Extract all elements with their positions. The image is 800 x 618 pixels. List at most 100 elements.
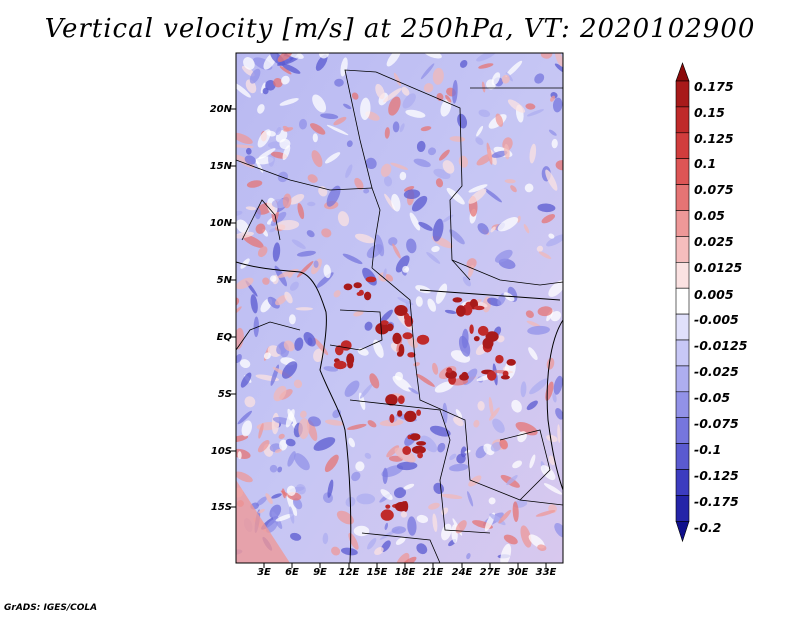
colorbar-label-1: 0.15	[694, 105, 725, 120]
field-patch	[356, 493, 376, 505]
field-patch	[491, 150, 508, 158]
field-patch	[296, 250, 316, 257]
field-patch	[282, 125, 290, 131]
lon-label-18e: 18E	[394, 567, 416, 578]
lon-label-24e: 24E	[451, 567, 473, 578]
field-patch	[282, 488, 286, 499]
field-patch	[407, 516, 417, 536]
field-patch	[458, 335, 471, 357]
field-patch	[432, 67, 444, 85]
field-patch	[277, 171, 289, 183]
field-patch	[488, 396, 494, 417]
field-patch	[390, 162, 409, 170]
field-patch	[324, 152, 341, 164]
field-cluster-3	[416, 334, 430, 345]
field-patch	[333, 290, 341, 298]
field-patch	[551, 138, 558, 149]
field-patch	[313, 348, 324, 363]
field-cluster-5	[473, 336, 480, 342]
field-patch	[541, 214, 556, 224]
field-patch	[550, 95, 556, 102]
field-patch	[236, 231, 254, 239]
field-patch	[289, 281, 299, 291]
field-patch	[236, 353, 242, 364]
field-patch	[505, 72, 513, 82]
field-patch	[319, 53, 329, 59]
field-patch	[379, 309, 393, 324]
field-patch	[265, 493, 273, 505]
field-patch	[524, 183, 534, 193]
field-patch	[285, 409, 295, 428]
field-patch	[244, 155, 256, 165]
field-patch	[270, 275, 277, 282]
field-cluster-1	[380, 320, 389, 325]
field-patch	[275, 220, 300, 231]
field-patch	[395, 552, 410, 563]
field-patch	[289, 194, 305, 205]
field-patch	[420, 435, 438, 453]
field-patch	[364, 321, 373, 331]
field-cluster-0	[353, 282, 362, 289]
field-patch	[427, 147, 437, 156]
field-patch	[548, 280, 563, 297]
field-patch	[394, 447, 416, 463]
field-patch	[355, 461, 365, 472]
colorbar-segment-2	[675, 106, 690, 134]
field-patch	[507, 99, 526, 113]
field-patch	[284, 291, 293, 304]
field-patch	[510, 185, 517, 193]
field-patch	[281, 63, 301, 74]
field-patch	[388, 96, 401, 116]
field-patch	[322, 532, 329, 545]
colorbar-label-5: 0.05	[694, 208, 725, 223]
field-cluster-7	[487, 371, 497, 381]
field-patch	[416, 514, 429, 524]
field-patch	[240, 258, 250, 269]
west-coastline	[236, 261, 352, 563]
lake-border-1	[419, 289, 561, 301]
field-patch	[258, 508, 265, 514]
field-patch	[283, 340, 295, 352]
field-patch	[257, 440, 270, 453]
field-corner-band	[236, 480, 290, 563]
colorbar-label-10: -0.0125	[694, 338, 748, 353]
field-cluster-8	[404, 410, 417, 422]
field-patch	[407, 336, 419, 349]
field-cluster-9	[409, 433, 421, 441]
field-patch	[449, 463, 469, 472]
field-patch	[435, 178, 444, 188]
lat-label-20n: 20N	[209, 104, 232, 115]
field-patch	[293, 453, 310, 471]
field-patch	[253, 316, 260, 338]
colorbar-label-4: 0.075	[694, 182, 734, 197]
field-patch	[384, 127, 390, 139]
field-patch	[441, 493, 463, 500]
field-patch	[277, 56, 299, 66]
field-patch	[554, 522, 563, 538]
colorbar-segment-13	[675, 391, 690, 418]
field-patch	[486, 142, 493, 165]
field-patch	[489, 407, 500, 421]
field-patch	[327, 479, 334, 498]
lat-label-15n: 15N	[209, 161, 232, 172]
field-cluster-9	[402, 446, 412, 455]
field-patch	[269, 228, 277, 233]
field-patch	[244, 396, 256, 408]
field-patch	[484, 188, 502, 203]
lat-label-15s: 15S	[210, 502, 232, 513]
field-cluster-5	[482, 337, 494, 349]
field-patch	[449, 453, 457, 461]
country-borders	[236, 69, 563, 563]
field-patch	[529, 143, 537, 164]
colorbar-label-15: -0.125	[694, 468, 739, 483]
field-patch	[297, 203, 305, 220]
lon-label-30e: 30E	[507, 567, 529, 578]
field-patch	[490, 226, 496, 233]
field-patch	[392, 243, 401, 259]
field-patch	[546, 434, 558, 442]
field-patch	[420, 126, 432, 132]
field-patch	[383, 88, 402, 103]
field-patch	[236, 277, 254, 290]
field-patch	[497, 217, 519, 232]
